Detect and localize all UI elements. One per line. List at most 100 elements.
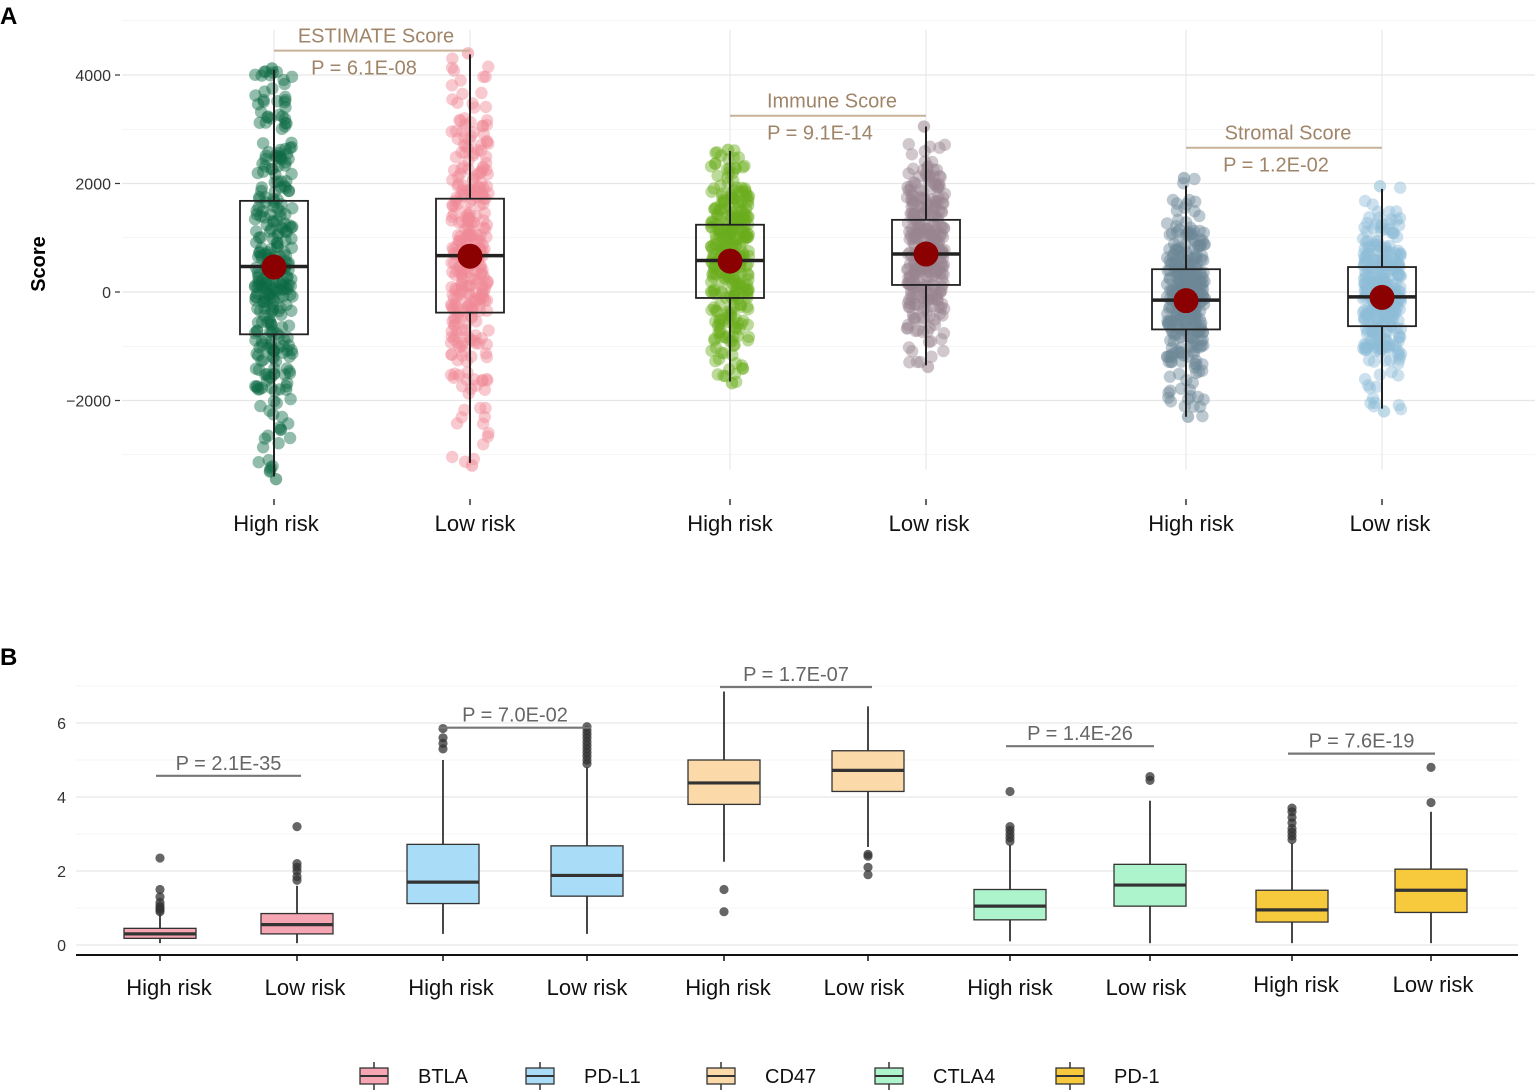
scatter-point	[918, 295, 931, 308]
scatter-point	[1377, 252, 1390, 265]
scatter-point	[1363, 211, 1376, 224]
scatter-points-0	[248, 62, 299, 486]
scatter-point	[477, 197, 490, 211]
scatter-point	[249, 326, 262, 340]
scatter-point	[447, 64, 461, 77]
comparison-p-value: P = 7.0E-02	[462, 705, 568, 727]
scatter-point	[457, 344, 471, 358]
scatter-point	[928, 209, 941, 222]
scatter-point	[1175, 249, 1188, 262]
scatter-point	[735, 317, 748, 330]
scatter-point	[477, 161, 490, 175]
scatter-point	[455, 278, 468, 291]
scatter-point	[472, 167, 485, 180]
scatter-point	[264, 315, 277, 329]
scatter-point	[931, 181, 945, 194]
scatter-point	[716, 314, 729, 328]
scatter-point	[907, 276, 920, 290]
scatter-point	[1168, 237, 1181, 251]
scatter-point	[1385, 313, 1398, 327]
scatter-point	[456, 273, 469, 286]
comparison-title: Immune Score	[767, 91, 897, 113]
scatter-point	[250, 380, 263, 394]
scatter-point	[1192, 274, 1205, 287]
scatter-point	[254, 399, 267, 413]
scatter-point	[456, 184, 469, 197]
scatter-point	[705, 303, 718, 317]
scatter-point	[1164, 384, 1177, 397]
scatter-point	[934, 219, 947, 233]
scatter-point	[475, 332, 488, 345]
scatter-point	[740, 229, 753, 243]
scatter-point	[1164, 314, 1178, 328]
scatter-point	[907, 196, 920, 209]
scatter-point	[737, 226, 750, 239]
scatter-point	[1197, 393, 1210, 406]
scatter-point	[708, 202, 721, 216]
x-tick-label: Low risk	[547, 975, 629, 1000]
scatter-point	[1371, 309, 1384, 322]
scatter-point	[274, 423, 288, 436]
scatter-point	[446, 315, 459, 328]
scatter-point	[1163, 284, 1177, 297]
scatter-point	[1385, 213, 1398, 226]
scatter-point	[476, 238, 489, 251]
scatter-point	[1185, 331, 1198, 345]
scatter-point	[906, 232, 919, 245]
scatter-point	[705, 240, 718, 253]
scatter-point	[705, 216, 718, 230]
scatter-point	[705, 185, 718, 198]
scatter-point	[728, 338, 741, 351]
scatter-point	[261, 342, 274, 355]
scatter-point	[450, 284, 463, 297]
scatter-point	[739, 190, 752, 203]
scatter-point	[740, 202, 753, 216]
scatter-point	[476, 187, 489, 201]
scatter-point	[725, 306, 738, 319]
scatter-point	[903, 232, 916, 246]
scatter-point	[1392, 345, 1405, 358]
scatter-point	[930, 163, 944, 176]
scatter-point	[282, 339, 296, 352]
scatter-point	[935, 206, 949, 219]
scatter-point	[451, 170, 465, 183]
scatter-point	[476, 160, 489, 174]
scatter-point	[905, 207, 918, 220]
scatter-point	[1178, 201, 1191, 214]
outlier-point	[863, 870, 873, 880]
scatter-point	[937, 268, 950, 281]
scatter-point	[1371, 274, 1384, 287]
scatter-point	[465, 228, 478, 242]
outlier-point	[719, 907, 729, 917]
scatter-point	[735, 281, 749, 295]
scatter-point	[250, 208, 264, 221]
scatter-point	[933, 180, 946, 193]
scatter-point	[900, 322, 914, 335]
scatter-point	[921, 293, 935, 306]
scatter-point	[275, 221, 288, 234]
scatter-point	[1362, 354, 1376, 367]
scatter-point	[276, 290, 290, 303]
scatter-point	[1366, 325, 1379, 338]
scatter-point	[269, 355, 283, 368]
scatter-point	[742, 199, 755, 212]
scatter-point	[1365, 324, 1378, 337]
scatter-point	[265, 302, 278, 316]
box-pd-1-8	[1255, 889, 1329, 923]
scatter-point	[1165, 256, 1179, 269]
scatter-point	[912, 170, 926, 183]
scatter-point	[1174, 274, 1187, 287]
scatter-point	[902, 271, 915, 284]
scatter-point	[259, 160, 272, 173]
scatter-point	[454, 235, 467, 248]
scatter-point	[1373, 268, 1387, 282]
scatter-point	[481, 374, 494, 387]
scatter-point	[736, 161, 750, 174]
scatter-point	[709, 157, 722, 170]
scatter-point	[1357, 311, 1371, 324]
y-tick-label: 6	[57, 716, 66, 733]
comparison-title: ESTIMATE Score	[298, 26, 454, 48]
scatter-point	[1385, 262, 1399, 276]
scatter-point	[1377, 405, 1391, 418]
scatter-point	[474, 401, 487, 415]
